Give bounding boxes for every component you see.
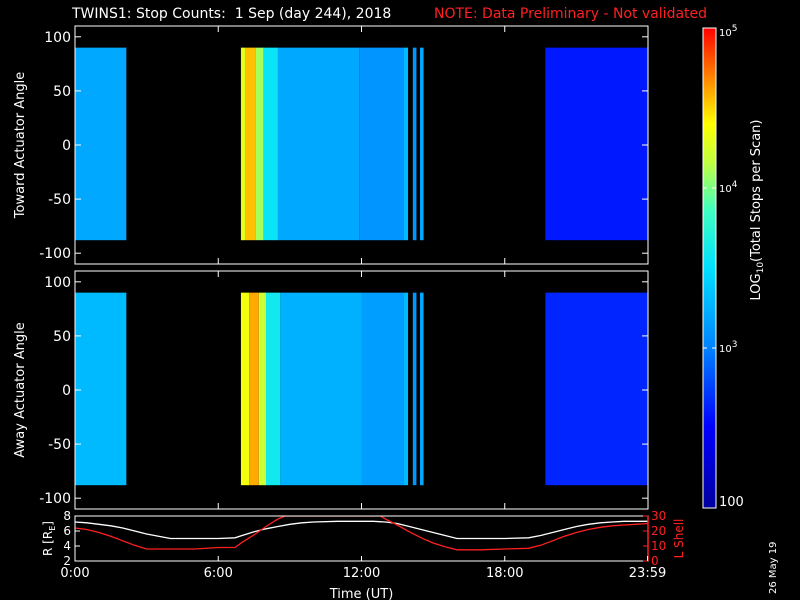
x-tick-label: 0:00: [60, 566, 89, 581]
x-tick-label: 12:00: [343, 566, 380, 581]
colorbar-tick-label: 105: [719, 24, 737, 39]
heatmap-band: [280, 292, 362, 486]
heatmap-band: [403, 292, 409, 486]
heatmap-band: [266, 292, 281, 486]
heatmap-band: [359, 47, 404, 241]
colorbar-tick-base: 10: [719, 184, 732, 195]
left-tick-label: 4: [63, 539, 71, 553]
y-tick-label: 100: [44, 275, 71, 291]
colorbar-tick-label: 103: [719, 340, 737, 355]
heatmap-band: [240, 292, 250, 486]
x-tick-label: 6:00: [204, 566, 233, 581]
right-tick-label: 0: [651, 554, 659, 568]
colorbar-tick-exp: 3: [732, 340, 738, 350]
y-tick-label: 0: [62, 138, 71, 154]
date-stamp: 26 May 19: [768, 541, 779, 594]
y-tick-label: -100: [39, 246, 71, 262]
colorbar-tick-label: 104: [719, 180, 738, 195]
preliminary-note: NOTE: Data Preliminary - Not validated: [434, 6, 708, 22]
orbit-left-label-end: ]: [41, 521, 55, 526]
right-tick-label: 30: [651, 509, 666, 523]
colorbar-label-post: (Total Stops per Scan): [749, 120, 764, 262]
colorbar-tick-base: 10: [719, 28, 732, 39]
left-tick-label: 6: [63, 524, 71, 538]
colorbar-tick-exp: 4: [732, 180, 738, 190]
x-tick-label: 23:59: [629, 566, 666, 581]
heatmap-band: [75, 292, 127, 486]
heatmap-band: [75, 47, 127, 241]
x-axis-label: Time (UT): [329, 587, 394, 600]
heatmap-band: [240, 47, 246, 241]
y-tick-label: -50: [48, 437, 71, 453]
colorbar-tick-base: 10: [719, 344, 732, 355]
heatmap-panel-toward: 100 50 0 -50 -100 Toward Actuator Angle: [13, 25, 649, 265]
heatmap-band: [263, 47, 278, 241]
y-axis-label: Away Actuator Angle: [13, 322, 28, 457]
colorbar-tick-label: 100: [719, 495, 744, 510]
colorbar-label-sub: 10: [756, 262, 766, 274]
colorbar-label: LOG10(Total Stops per Scan): [749, 120, 766, 301]
heatmap-panel-away: 100 50 0 -50 -100 Away Actuator Angle: [13, 270, 649, 510]
colorbar-tick-exp: 5: [732, 24, 738, 34]
y-tick-label: 50: [53, 84, 71, 100]
heatmap-band: [249, 292, 259, 486]
heatmap-band: [403, 47, 409, 241]
orbit-right-label: L Shell: [672, 519, 686, 559]
colorbar-tick-base: 100: [719, 495, 744, 510]
heatmap-band: [545, 292, 648, 486]
y-tick-label: 0: [62, 383, 71, 399]
orbit-left-label-sub: E: [48, 526, 57, 531]
heatmap-band: [258, 292, 266, 486]
heatmap-band: [245, 47, 256, 241]
y-tick-label: -50: [48, 192, 71, 208]
heatmap-band: [412, 47, 417, 241]
orbit-frame: [74, 515, 649, 562]
y-axis-label: Toward Actuator Angle: [13, 72, 28, 219]
y-tick-label: 100: [44, 30, 71, 46]
heatmap-band: [419, 47, 424, 241]
right-tick-label: 10: [651, 539, 666, 553]
colorbar-scale: [702, 27, 717, 509]
left-tick-label: 2: [63, 554, 71, 568]
x-tick-label: 18:00: [486, 566, 523, 581]
heatmap-band: [419, 292, 424, 486]
right-tick-label: 20: [651, 524, 666, 538]
r-distance-line: [75, 520, 648, 540]
heatmap-band: [361, 292, 404, 486]
heatmap-band: [255, 47, 264, 241]
y-tick-label: 50: [53, 329, 71, 345]
heatmap-band: [277, 47, 360, 241]
heatmap-band: [545, 47, 648, 241]
orbit-left-label: R [RE]: [41, 521, 57, 556]
colorbar-label-pre: LOG: [749, 273, 764, 300]
heatmap-band: [412, 292, 417, 486]
chart-title: TWINS1: Stop Counts: 1 Sep (day 244), 20…: [72, 6, 392, 22]
orbit-left-label-main: R [R: [41, 531, 55, 556]
y-tick-label: -100: [39, 491, 71, 507]
l-shell-line: [75, 516, 648, 551]
left-tick-label: 8: [63, 509, 71, 523]
